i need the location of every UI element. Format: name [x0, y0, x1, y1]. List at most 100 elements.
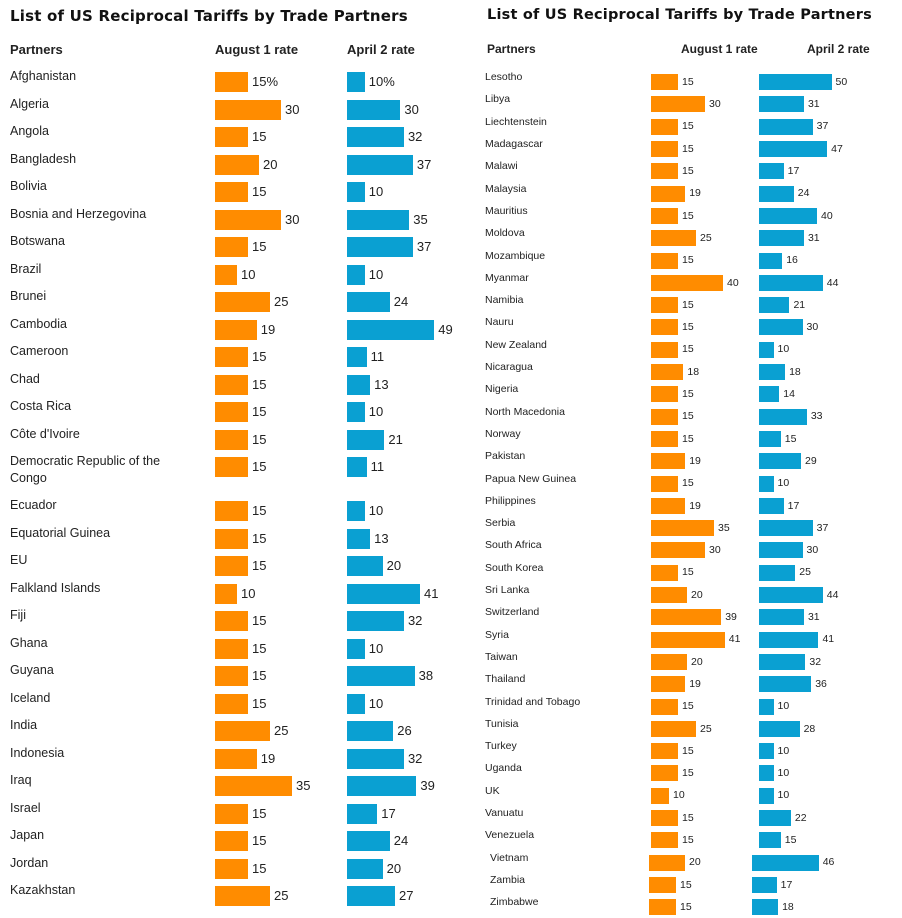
- august-rate-value: 30: [709, 544, 721, 557]
- partner-name: Israel: [10, 800, 41, 815]
- august-rate-value: 19: [689, 454, 701, 467]
- partner-name: Côte d'Ivoire: [10, 426, 80, 441]
- april-rate-bar: [759, 163, 784, 180]
- august-rate-bar: [651, 96, 705, 113]
- april-rate-value: 37: [816, 521, 829, 534]
- table-row: UK 10 10: [470, 785, 902, 807]
- august-rate-bar: [651, 386, 678, 403]
- table-row: Namibia 15 21: [470, 294, 902, 316]
- partner-name: Lesotho: [485, 71, 523, 84]
- april-rate-value: 10: [777, 789, 790, 802]
- april-rate-value: 36: [815, 677, 827, 690]
- table-row: Philippines 19 17: [470, 495, 902, 517]
- april-rate-bar: [759, 274, 823, 291]
- august-rate-value: 15: [682, 834, 694, 847]
- august-rate-value: 41: [728, 633, 741, 646]
- partner-name: Japan: [10, 828, 45, 843]
- april-rate-bar: [347, 319, 435, 340]
- april-rate-bar: [759, 475, 774, 492]
- partner-name: South Africa: [485, 539, 542, 552]
- august-rate-value: 15: [682, 298, 694, 311]
- april-rate-bar: [347, 556, 383, 577]
- august-rate-value: 15: [682, 75, 694, 88]
- april-rate-bar: [759, 207, 817, 224]
- august-rate-bar: [651, 564, 678, 581]
- partner-name: Nicaragua: [485, 361, 533, 374]
- table-row: Algeria 30 30: [0, 96, 470, 124]
- chart-title: List of US Reciprocal Tariffs by Trade P…: [10, 7, 408, 25]
- august-rate-bar: [215, 264, 237, 285]
- april-rate-value: 32: [407, 613, 423, 629]
- april-rate-value: 17: [381, 805, 396, 821]
- april-rate-bar: [759, 386, 780, 403]
- april-rate-bar: [759, 787, 774, 804]
- partner-name: Equatorial Guinea: [10, 525, 111, 540]
- table-row: Venezuela 15 15: [470, 829, 902, 851]
- table-row: New Zealand 15 10: [470, 339, 902, 361]
- april-rate-bar: [347, 776, 417, 797]
- table-row: Ghana 15 10: [0, 635, 470, 663]
- august-rate-bar: [651, 408, 678, 425]
- april-rate-bar: [347, 457, 367, 478]
- august-rate-bar: [215, 858, 248, 879]
- august-rate-value: 20: [263, 156, 278, 172]
- august-rate-bar: [651, 810, 678, 827]
- april-rate-bar: [759, 832, 781, 849]
- april-rate-value: 37: [416, 156, 432, 172]
- partner-name: Botswana: [10, 234, 65, 249]
- april-rate-bar: [759, 96, 804, 113]
- partner-name: Serbia: [485, 517, 516, 530]
- partner-name: Guyana: [10, 663, 54, 678]
- partner-name: UK: [485, 784, 500, 797]
- partner-name: Uganda: [485, 762, 522, 775]
- august-rate-value: 18: [687, 365, 700, 378]
- august-rate-value: 15: [682, 410, 694, 423]
- april-rate-value: 44: [826, 588, 839, 601]
- april-rate-bar: [347, 127, 404, 148]
- partner-name: Philippines: [485, 494, 536, 507]
- april-rate-value: 11: [370, 459, 385, 475]
- table-row: South Africa 30 30: [470, 539, 902, 561]
- april-rate-bar: [347, 693, 365, 714]
- april-rate-bar: [752, 854, 819, 871]
- table-row: Sri Lanka 20 44: [470, 584, 902, 606]
- table-row: Malawi 15 17: [470, 160, 902, 182]
- tariff-table-right: List of US Reciprocal Tariffs by Trade P…: [470, 0, 902, 918]
- august-rate-value: 25: [274, 888, 289, 904]
- august-rate-bar: [215, 776, 292, 797]
- april-rate-bar: [347, 429, 385, 450]
- august-rate-bar: [651, 163, 678, 180]
- august-rate-bar: [215, 347, 248, 368]
- partner-name: Vanuatu: [485, 807, 524, 820]
- august-rate-bar: [651, 520, 714, 537]
- august-rate-value: 15: [682, 254, 694, 267]
- table-row: EU 15 20: [0, 553, 470, 581]
- april-rate-value: 50: [835, 75, 848, 88]
- chart-title: List of US Reciprocal Tariffs by Trade P…: [487, 7, 872, 23]
- partner-name: Malawi: [485, 160, 518, 173]
- april-rate-bar: [759, 141, 828, 158]
- table-row: Costa Rica 15 10: [0, 399, 470, 427]
- april-rate-value: 16: [786, 254, 798, 267]
- april-rate-bar: [759, 297, 790, 314]
- august-rate-bar: [651, 274, 723, 291]
- table-row: Syria 41 41: [470, 629, 902, 651]
- partner-name: Taiwan: [485, 650, 518, 663]
- april-rate-bar: [759, 765, 774, 782]
- table-row: Kazakhstan 25 27: [0, 883, 470, 911]
- august-rate-bar: [215, 374, 248, 395]
- partner-name: Nigeria: [485, 383, 519, 396]
- august-rate-bar: [651, 453, 686, 470]
- partner-name: Falkland Islands: [10, 580, 101, 595]
- august-rate-value: 15: [680, 878, 692, 891]
- april-rate-value: 26: [397, 723, 412, 739]
- august-rate-bar: [215, 402, 248, 423]
- april-rate-bar: [347, 72, 365, 93]
- august-rate-bar: [215, 237, 248, 258]
- august-rate-value: 15%: [252, 74, 279, 90]
- april-rate-value: 10: [777, 744, 790, 757]
- august-rate-bar: [649, 899, 676, 916]
- april-rate-value: 40: [821, 209, 833, 222]
- april-rate-bar: [759, 319, 803, 336]
- august-rate-value: 20: [691, 588, 703, 601]
